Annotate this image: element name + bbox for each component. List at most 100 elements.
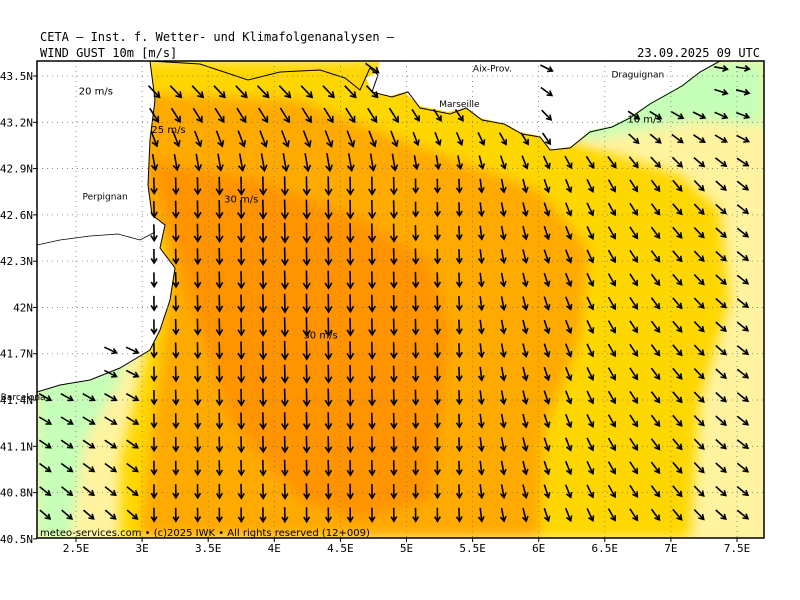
wind-arrow: [215, 176, 224, 196]
lon-tick-label: 7E: [664, 542, 677, 555]
wind-arrow: [390, 365, 398, 383]
place-labels: Aix-Prov. Marseille Draguignan Perpignan Bar…: [1, 64, 665, 403]
wind-arrow: [650, 461, 661, 475]
lon-tick-label: 4.5E: [327, 542, 354, 555]
wind-arrow: [736, 462, 750, 473]
wind-arrow: [368, 436, 376, 454]
wind-arrow: [324, 364, 333, 384]
wind-arrow: [258, 199, 268, 220]
wind-arrow: [171, 200, 180, 219]
wind-arrow: [521, 390, 529, 405]
wind-arrow: [434, 155, 442, 171]
lon-tick-label: 5E: [400, 542, 413, 555]
wind-arrow: [38, 393, 53, 402]
place-label: Perpignan: [82, 192, 127, 202]
wind-arrow: [389, 200, 398, 220]
wind-arrow: [324, 247, 333, 267]
wind-arrow: [216, 153, 224, 172]
wind-arrow: [280, 247, 289, 267]
wind-arrow: [650, 156, 662, 169]
wind-arrow: [499, 202, 507, 218]
wind-arrow: [324, 130, 334, 148]
wind-arrow: [365, 62, 380, 74]
wind-arrow: [149, 107, 160, 124]
wind-arrow: [412, 389, 420, 406]
wind-arrow: [543, 202, 551, 217]
contour-label: 30 m/s: [303, 330, 337, 341]
wind-arrow: [433, 108, 442, 123]
wind-arrow: [736, 321, 750, 332]
wind-arrow: [499, 319, 507, 335]
place-label: Marseille: [439, 100, 480, 110]
wind-arrow: [60, 462, 74, 473]
wind-arrow: [368, 130, 377, 148]
wind-arrow: [237, 317, 246, 337]
wind-arrow: [150, 177, 158, 196]
wind-arrow: [521, 460, 529, 476]
wind-arrow: [736, 415, 750, 426]
wind-arrow: [455, 296, 463, 312]
wind-arrow: [150, 295, 158, 312]
wind-arrow: [456, 155, 464, 171]
wind-arrow: [346, 459, 354, 477]
wind-arrow: [564, 343, 573, 358]
wind-arrow: [346, 483, 354, 500]
wind-arrow: [82, 393, 96, 402]
wind-arrow: [607, 249, 617, 264]
wind-arrow: [302, 222, 311, 244]
wind-arrow: [126, 462, 139, 473]
wind-arrow: [60, 416, 74, 425]
wind-arrow: [629, 390, 639, 405]
wind-arrow: [478, 155, 486, 170]
wind-arrow: [368, 460, 376, 477]
wind-arrow: [389, 176, 398, 196]
wind-arrow: [302, 130, 312, 148]
wind-arrow: [521, 249, 529, 264]
wind-arrow: [521, 178, 529, 194]
wind-arrow: [693, 391, 705, 404]
wind-arrow: [499, 413, 507, 429]
wind-arrow: [629, 179, 639, 193]
wind-arrow: [433, 460, 441, 476]
wind-arrow: [543, 484, 551, 499]
wind-arrow: [543, 343, 551, 358]
wind-arrow: [715, 438, 727, 450]
wind-arrow: [126, 509, 139, 520]
valid-time: 23.09.2025 09 UTC: [637, 46, 760, 60]
wind-arrow: [104, 439, 118, 449]
wind-arrow: [280, 270, 289, 291]
wind-arrow: [60, 439, 74, 449]
lat-tick-label: 42.3N: [0, 255, 33, 268]
wind-arrow: [150, 437, 158, 453]
wind-arrow: [715, 391, 727, 403]
wind-arrow: [477, 437, 485, 453]
wind-arrow: [521, 343, 529, 358]
wind-arrow: [586, 367, 595, 381]
wind-arrow: [237, 388, 246, 407]
wind-arrow: [541, 132, 552, 146]
wind-arrow: [412, 460, 420, 476]
wind-arrow: [302, 459, 311, 477]
wind-arrow: [368, 294, 376, 313]
wind-arrow: [629, 273, 639, 287]
wind-arrow: [259, 294, 268, 314]
wind-arrow: [172, 248, 180, 265]
lon-tick-label: 5.5E: [459, 542, 486, 555]
wind-arrow: [650, 297, 661, 310]
wind-arrow: [693, 485, 705, 498]
coastline: [149, 61, 721, 151]
wind-arrow: [499, 390, 507, 406]
wind-arrow: [390, 271, 398, 289]
wind-arrow: [412, 248, 420, 266]
wind-arrow: [585, 155, 595, 170]
wind-arrow: [650, 391, 661, 404]
wind-arrow: [125, 393, 140, 402]
wind-arrow: [324, 176, 333, 197]
wind-arrow: [477, 413, 485, 429]
wind-arrow: [346, 412, 355, 431]
wind-arrow: [607, 343, 617, 358]
wind-arrow: [736, 134, 750, 143]
wind-arrow: [586, 437, 595, 452]
wind-arrow: [628, 133, 640, 145]
wind-arrow: [411, 318, 420, 336]
